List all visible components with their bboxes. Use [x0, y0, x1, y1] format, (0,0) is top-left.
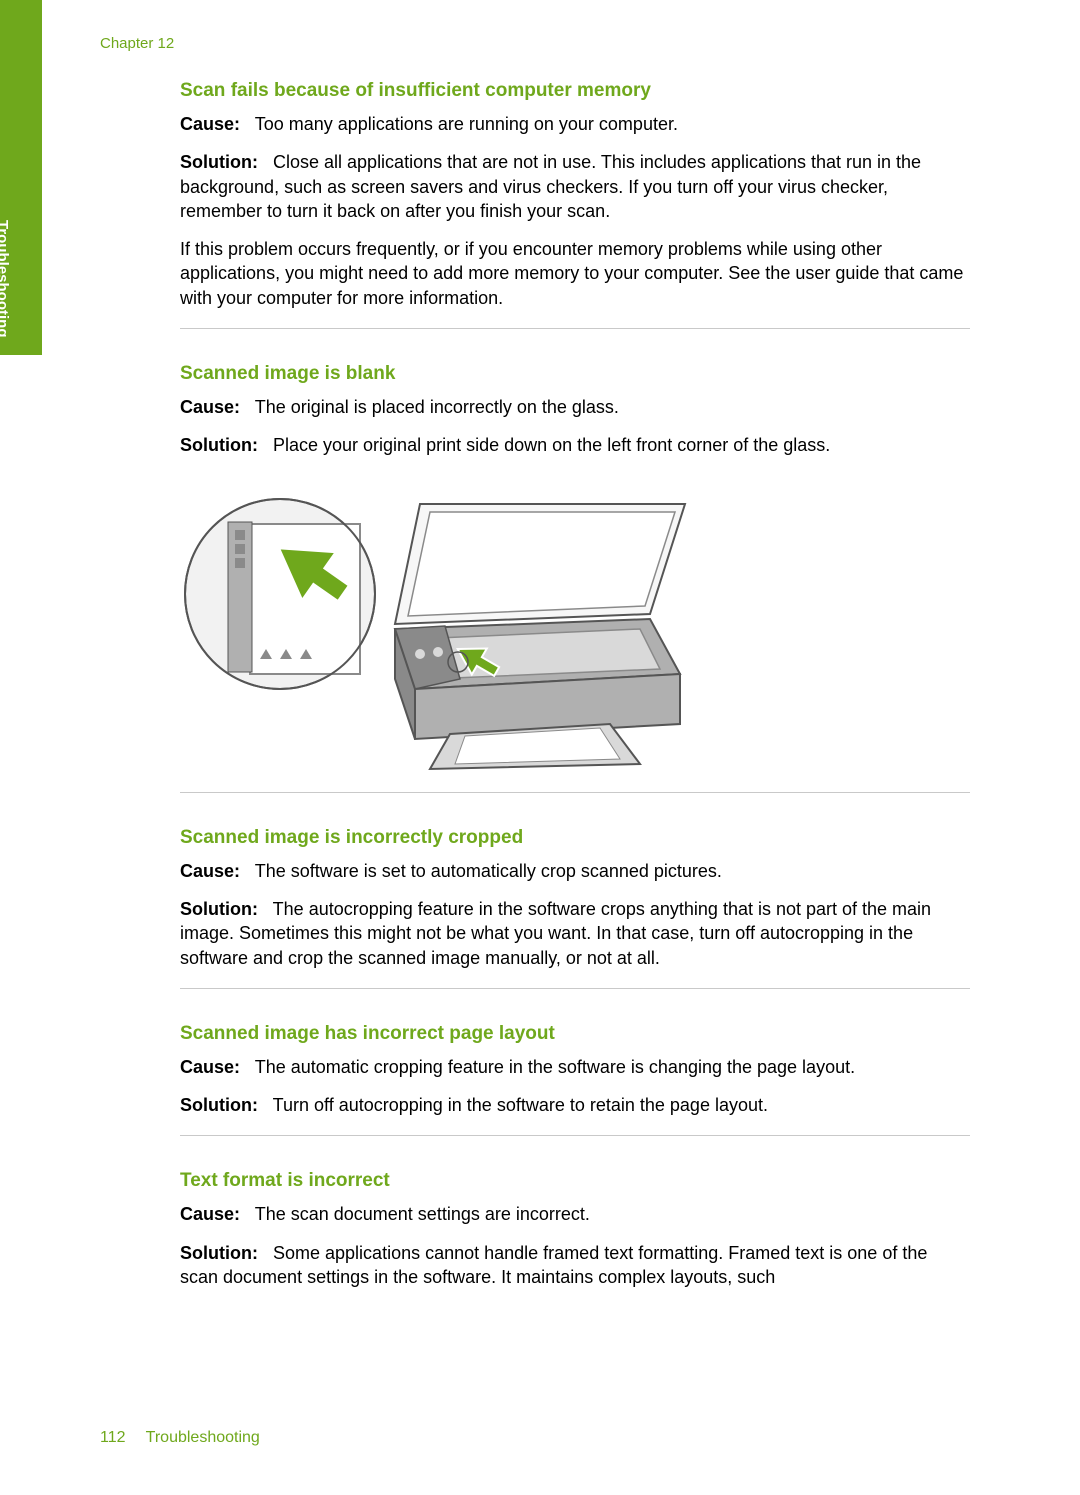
cause-line: Cause: The scan document settings are in… — [180, 1202, 970, 1226]
section-title: Scanned image is blank — [180, 363, 970, 385]
main-content: Scan fails because of insufficient compu… — [180, 80, 970, 1303]
section-title: Text format is incorrect — [180, 1170, 970, 1192]
footer-title: Troubleshooting — [146, 1429, 260, 1446]
solution-line: Solution: Turn off autocropping in the s… — [180, 1093, 970, 1117]
cause-label: Cause: — [180, 397, 240, 417]
solution-line: Solution: Place your original print side… — [180, 433, 970, 457]
solution-label: Solution: — [180, 1095, 258, 1115]
page: Troubleshooting Chapter 12 Scan fails be… — [0, 0, 1080, 1495]
cause-line: Cause: The automatic cropping feature in… — [180, 1055, 970, 1079]
cause-text: The software is set to automatically cro… — [255, 861, 722, 881]
cause-line: Cause: Too many applications are running… — [180, 112, 970, 136]
solution-line: Solution: Some applications cannot handl… — [180, 1241, 970, 1290]
cause-label: Cause: — [180, 1204, 240, 1224]
solution-text: Turn off autocropping in the software to… — [273, 1095, 768, 1115]
solution-text: Place your original print side down on t… — [273, 435, 830, 455]
cause-label: Cause: — [180, 861, 240, 881]
page-footer: 112 Troubleshooting — [100, 1429, 260, 1447]
section-rule — [180, 988, 970, 989]
solution-label: Solution: — [180, 1243, 258, 1263]
section-rule — [180, 792, 970, 793]
printer-illustration — [180, 474, 720, 774]
cause-label: Cause: — [180, 114, 240, 134]
solution-label: Solution: — [180, 152, 258, 172]
cause-label: Cause: — [180, 1057, 240, 1077]
cause-line: Cause: The original is placed incorrectl… — [180, 395, 970, 419]
solution-line: Solution: Close all applications that ar… — [180, 150, 970, 223]
cause-text: The original is placed incorrectly on th… — [255, 397, 619, 417]
printer-svg — [180, 474, 720, 774]
solution-text: Close all applications that are not in u… — [180, 152, 921, 221]
solution-label: Solution: — [180, 435, 258, 455]
section-rule — [180, 328, 970, 329]
solution-line: Solution: The autocropping feature in th… — [180, 897, 970, 970]
solution-label: Solution: — [180, 899, 258, 919]
side-tab-label: Troubleshooting — [0, 220, 11, 370]
section-title: Scanned image is incorrectly cropped — [180, 827, 970, 849]
section-title: Scan fails because of insufficient compu… — [180, 80, 970, 102]
cause-line: Cause: The software is set to automatica… — [180, 859, 970, 883]
page-number: 112 — [100, 1429, 126, 1446]
cause-text: The scan document settings are incorrect… — [255, 1204, 590, 1224]
section-title: Scanned image has incorrect page layout — [180, 1023, 970, 1045]
solution-text: Some applications cannot handle framed t… — [180, 1243, 927, 1287]
cause-text: The automatic cropping feature in the so… — [255, 1057, 855, 1077]
section-rule — [180, 1135, 970, 1136]
extra-paragraph: If this problem occurs frequently, or if… — [180, 237, 970, 310]
chapter-header: Chapter 12 — [100, 35, 174, 52]
solution-text: The autocropping feature in the software… — [180, 899, 931, 968]
cause-text: Too many applications are running on you… — [255, 114, 678, 134]
